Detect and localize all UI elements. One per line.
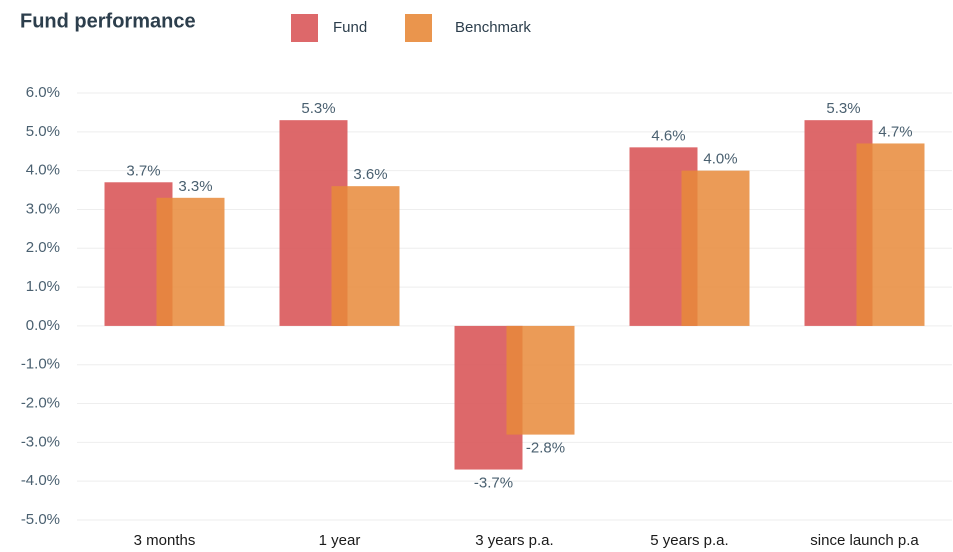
legend-swatch [405,14,432,42]
bar [681,170,750,326]
x-tick-label: since launch p.a [810,532,919,549]
legend-label: Fund [333,19,367,36]
bar [506,325,575,435]
y-tick-label: 0.0% [26,317,60,334]
y-tick-label: -4.0% [21,472,60,489]
y-tick-label: 3.0% [26,200,60,217]
value-label: -2.8% [526,440,565,457]
value-label: 4.0% [703,151,737,168]
y-tick-label: 4.0% [26,162,60,179]
y-tick-label: -3.0% [21,433,60,450]
y-tick-label: -2.0% [21,395,60,412]
value-label: 5.3% [826,100,860,117]
y-tick-label: -1.0% [21,356,60,373]
y-tick-label: 6.0% [26,84,60,101]
value-label: 4.6% [651,127,685,144]
x-tick-label: 5 years p.a. [650,532,728,549]
value-label: 3.7% [126,162,160,179]
bar [156,197,225,326]
value-label: 5.3% [301,100,335,117]
legend-swatch [291,14,318,42]
legend-label: Benchmark [455,19,531,36]
bar [331,186,400,326]
value-label: -3.7% [474,475,513,492]
value-label: 3.3% [178,178,212,195]
value-label: 3.6% [353,166,387,183]
x-tick-label: 3 years p.a. [475,532,553,549]
value-label: 4.7% [878,123,912,140]
y-tick-label: 2.0% [26,239,60,256]
y-tick-label: 5.0% [26,123,60,140]
y-tick-label: 1.0% [26,278,60,295]
x-tick-label: 3 months [134,532,196,549]
y-tick-label: -5.0% [21,511,60,528]
chart-title: Fund performance [20,10,196,32]
bar [856,143,925,326]
x-tick-label: 1 year [319,532,361,549]
